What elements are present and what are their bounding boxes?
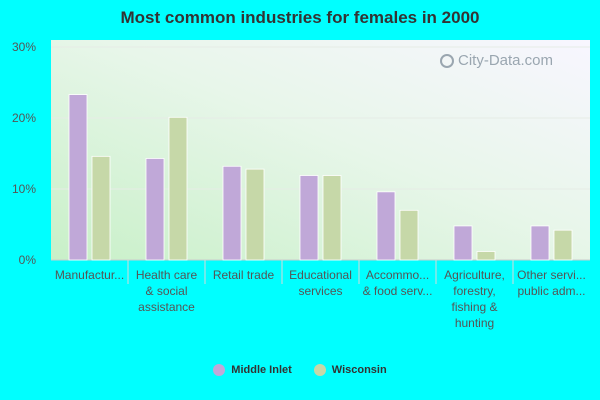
- bar-middle-inlet[interactable]: [530, 225, 550, 261]
- bar-middle-inlet[interactable]: [299, 175, 319, 261]
- bar-wisconsin[interactable]: [91, 155, 111, 261]
- y-tick-label: 0%: [19, 253, 37, 267]
- bar-wisconsin[interactable]: [322, 175, 342, 261]
- legend-item-wisconsin[interactable]: Wisconsin: [313, 364, 387, 376]
- x-category-label: Retail trade: [213, 268, 275, 282]
- legend-item-middle-inlet[interactable]: Middle Inlet: [213, 364, 292, 376]
- x-category-label: Other servi... public adm...: [517, 268, 586, 298]
- y-tick-label: 30%: [12, 40, 36, 54]
- x-category-label: Accommo... & food serv...: [363, 268, 433, 298]
- watermark-text: City-Data.com: [458, 52, 554, 69]
- bar-middle-inlet[interactable]: [145, 158, 165, 261]
- x-category-label: Health care & social assistance: [136, 268, 198, 314]
- x-category-label: Manufactur...: [55, 268, 124, 282]
- legend-label-middle-inlet: Middle Inlet: [231, 364, 292, 376]
- bar-middle-inlet[interactable]: [222, 165, 242, 261]
- legend: Middle Inlet Wisconsin: [0, 364, 600, 376]
- x-category-label: Agriculture, forestry, fishing & hunting: [444, 268, 505, 330]
- y-tick-label: 20%: [12, 111, 36, 125]
- legend-swatch-middle-inlet: [213, 364, 226, 376]
- bar-wisconsin[interactable]: [553, 229, 573, 261]
- legend-swatch-wisconsin: [313, 364, 326, 376]
- chart-title: Most common industries for females in 20…: [120, 8, 480, 27]
- watermark: City-Data.com: [440, 52, 553, 69]
- bar-wisconsin[interactable]: [476, 251, 496, 261]
- bar-wisconsin[interactable]: [245, 168, 265, 261]
- bar-middle-inlet[interactable]: [376, 191, 396, 261]
- y-tick-label: 10%: [12, 182, 36, 196]
- x-category-label: Educational services: [289, 268, 352, 298]
- bar-wisconsin[interactable]: [399, 209, 419, 261]
- bar-middle-inlet[interactable]: [68, 94, 88, 261]
- legend-label-wisconsin: Wisconsin: [331, 364, 387, 376]
- bar-wisconsin[interactable]: [168, 116, 188, 261]
- plot-area: [51, 40, 590, 260]
- search-icon: [440, 53, 454, 68]
- bar-middle-inlet[interactable]: [453, 225, 473, 261]
